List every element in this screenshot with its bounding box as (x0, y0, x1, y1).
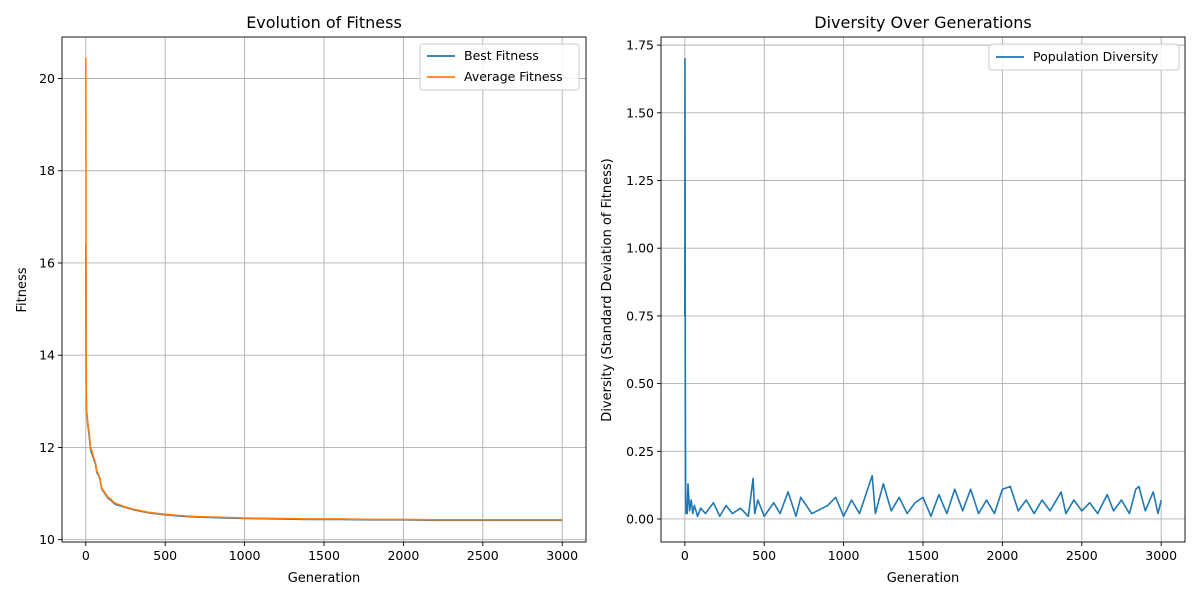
grid (62, 37, 586, 542)
y-tick-label: 1.50 (626, 105, 654, 120)
x-tick-label: 500 (752, 548, 776, 563)
x-tick-label: 1500 (907, 548, 939, 563)
x-tick-label: 2500 (467, 548, 499, 563)
x-tick-label: 500 (153, 548, 177, 563)
y-tick-label: 1.25 (626, 173, 654, 188)
y-tick-label: 12 (39, 440, 55, 455)
legend-box (988, 43, 1180, 71)
y-tick-label: 20 (39, 71, 55, 86)
series-lines (85, 57, 563, 522)
series-line-average-fitness (85, 57, 563, 521)
y-tick-label: 0.75 (626, 308, 654, 323)
x-tick-label: 1500 (308, 548, 340, 563)
x-tick-label: 3000 (546, 548, 578, 563)
legend: Best Fitness Average Fitness (419, 43, 580, 91)
grid (661, 37, 1185, 542)
legend-label-best: Best Fitness (464, 48, 539, 63)
x-tick-label: 3000 (1145, 548, 1177, 563)
y-tick-label: 16 (39, 255, 55, 270)
diversity-chart: Diversity Over Generations Generation Di… (600, 13, 1186, 586)
legend: Population Diversity (988, 43, 1180, 71)
x-tick-label: 0 (82, 548, 90, 563)
x-axis-label: Generation (887, 571, 960, 586)
y-tick-label: 10 (39, 532, 55, 547)
ticks: 0 500 1000 1500 2000 2500 3000 10 12 14 16 18 20 (39, 71, 578, 563)
y-tick-label: 14 (39, 348, 55, 363)
y-tick-label: 0.00 (626, 511, 654, 526)
y-tick-label: 1.75 (626, 38, 654, 53)
legend-label-diversity: Population Diversity (1033, 49, 1159, 64)
y-axis-label: Diversity (Standard Deviation of Fitness… (600, 158, 615, 421)
y-axis-label: Fitness (15, 267, 30, 312)
x-tick-label: 1000 (229, 548, 261, 563)
series-lines (684, 57, 1162, 518)
fitness-chart: Evolution of Fitness Generation Fitness … (15, 13, 587, 586)
chart-title: Diversity Over Generations (814, 13, 1031, 32)
x-tick-label: 2500 (1066, 548, 1098, 563)
series-line-population-diversity (684, 57, 1162, 518)
ticks: 0 500 1000 1500 2000 2500 3000 0.00 0.25 0.50 0.75… (626, 38, 1177, 563)
y-tick-label: 1.00 (626, 241, 654, 256)
x-axis-label: Generation (288, 571, 361, 586)
y-tick-label: 0.25 (626, 444, 654, 459)
x-tick-label: 2000 (387, 548, 419, 563)
chart-title: Evolution of Fitness (246, 13, 402, 32)
y-tick-label: 0.50 (626, 376, 654, 391)
legend-label-average: Average Fitness (464, 69, 563, 84)
legend-box (419, 43, 580, 91)
x-tick-label: 0 (681, 548, 689, 563)
x-tick-label: 1000 (828, 548, 860, 563)
x-tick-label: 2000 (986, 548, 1018, 563)
y-tick-label: 18 (39, 163, 55, 178)
